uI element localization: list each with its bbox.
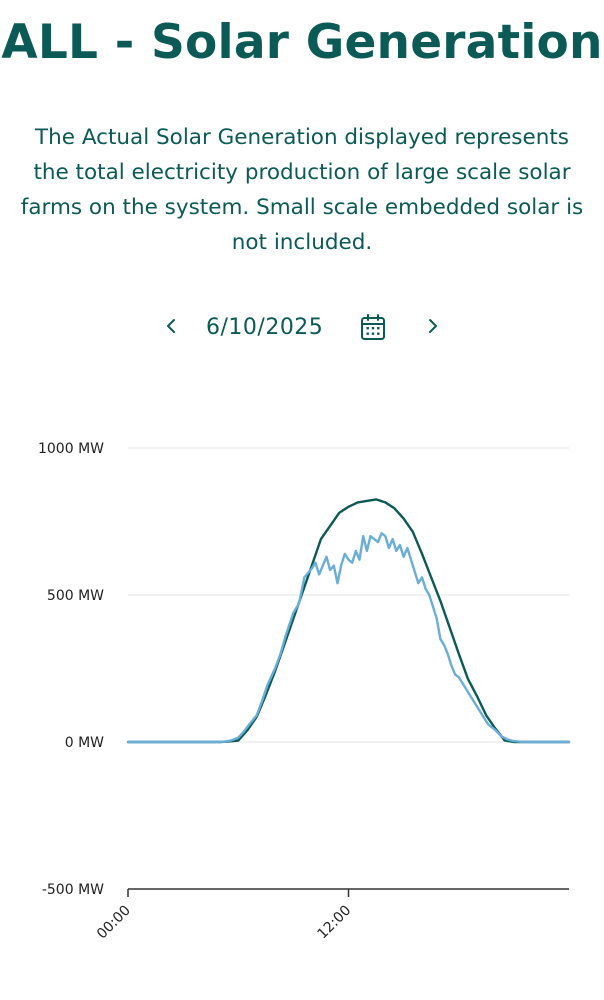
x-tick-label: 00:00 [94, 903, 134, 943]
y-tick-label: 1000 MW [38, 441, 104, 457]
chevron-left-icon [167, 319, 175, 333]
next-day-button[interactable] [419, 310, 447, 342]
description-text: The Actual Solar Generation displayed re… [20, 125, 584, 255]
date-display[interactable]: 6/10/2025 [206, 315, 324, 340]
y-tick-label: -500 MW [42, 882, 104, 898]
chevron-right-icon [429, 319, 437, 333]
grid-layer [128, 447, 569, 743]
series-line-light [126, 532, 571, 744]
calendar-icon [361, 314, 385, 340]
x-tick-label: 12:00 [314, 903, 354, 943]
solar-generation-chart: 1000 MW 500 MW 0 MW -500 MW 00:00 12:00 [38, 441, 571, 942]
calendar-button[interactable] [360, 313, 388, 343]
y-tick-label: 0 MW [65, 735, 104, 751]
axis-layer: 1000 MW 500 MW 0 MW -500 MW 00:00 12:00 [38, 441, 569, 942]
page-title: ALL - Solar Generation [1, 15, 603, 70]
y-tick-label: 500 MW [47, 588, 104, 604]
series-layer [126, 498, 571, 744]
date-navigator: 6/10/2025 [0, 308, 604, 348]
previous-day-button[interactable] [157, 310, 185, 342]
series-line-dark [126, 498, 571, 744]
